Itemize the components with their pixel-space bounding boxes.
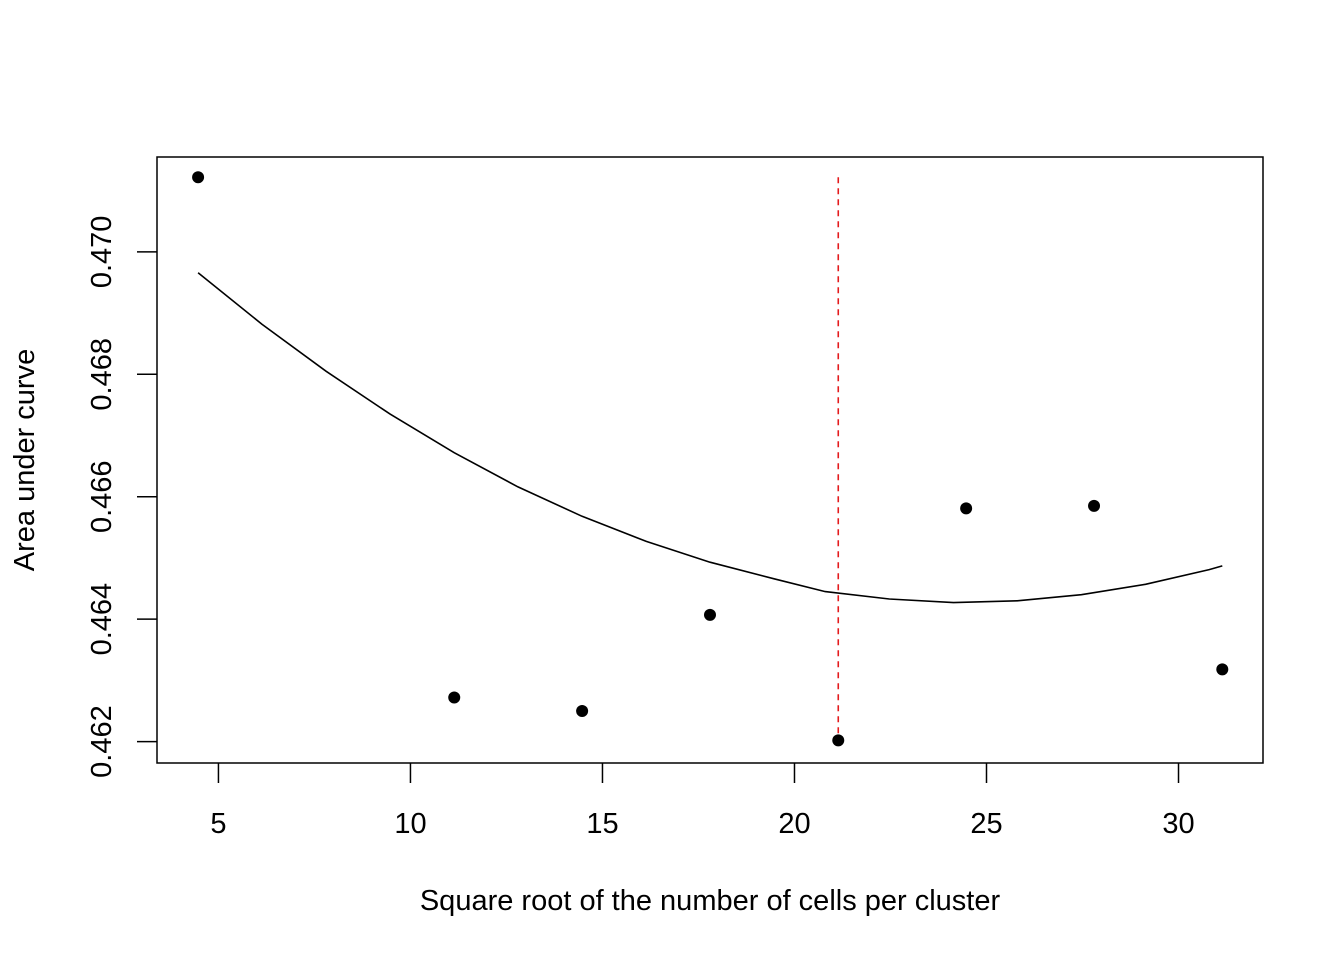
fitted-curve	[197, 272, 1223, 604]
plot-frame	[156, 156, 1264, 764]
plot-area	[192, 171, 1229, 747]
x-tick-label: 10	[394, 808, 426, 840]
x-tick-label: 5	[210, 808, 226, 840]
data-point	[192, 171, 205, 184]
x-axis: 5 10 15 20 25 30	[210, 763, 1195, 840]
data-point	[1216, 663, 1229, 676]
x-axis-title: Square root of the number of cells per c…	[420, 885, 1001, 917]
y-axis: 0.462 0.464 0.466 0.468 0.470	[86, 216, 157, 778]
data-point	[448, 691, 461, 704]
y-axis-title: Area under curve	[9, 349, 41, 571]
y-tick-label: 0.466	[86, 460, 118, 533]
x-tick-label: 25	[970, 808, 1002, 840]
y-tick-label: 0.462	[86, 705, 118, 778]
y-tick-label: 0.468	[86, 338, 118, 411]
y-tick-label: 0.470	[86, 216, 118, 289]
x-tick-label: 15	[586, 808, 618, 840]
data-point	[960, 502, 973, 515]
data-point	[832, 734, 845, 747]
x-tick-label: 20	[778, 808, 810, 840]
x-tick-label: 30	[1162, 808, 1194, 840]
data-point	[704, 608, 716, 621]
y-tick-label: 0.464	[86, 583, 118, 656]
data-point	[576, 704, 589, 717]
data-point	[1088, 499, 1101, 512]
